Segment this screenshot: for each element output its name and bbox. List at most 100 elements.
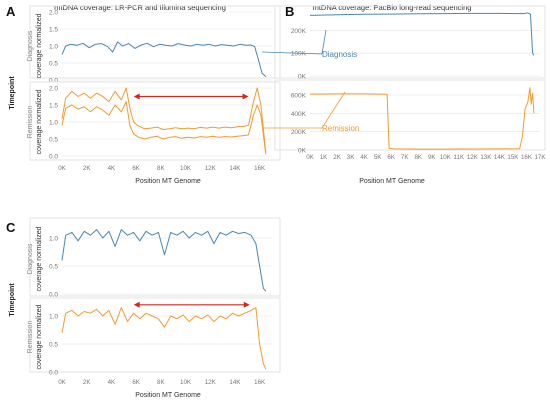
x-tick-label: 4K xyxy=(360,154,368,161)
remission-coverage-line xyxy=(309,87,535,150)
diagnosis-coverage-line xyxy=(61,41,267,77)
x-tick-label: 2K xyxy=(83,165,91,172)
y-tick-label: 200K xyxy=(291,129,307,136)
x-tick-label: 16K xyxy=(521,154,533,161)
callout-remission: Remission xyxy=(322,124,359,133)
facet-frame xyxy=(274,79,546,151)
arrow-head-left xyxy=(133,301,140,308)
x-tick-label: 11K xyxy=(454,154,465,161)
y-tick-label: 0.0 xyxy=(49,370,58,377)
chart-title: mtDNA coverage: LR-PCR and Illumina sequ… xyxy=(54,3,226,12)
y-axis-label: coverage normalized xyxy=(36,13,43,78)
y-tick-label: 0.5 xyxy=(49,342,58,349)
y-tick-label: 0.0 xyxy=(49,154,58,161)
x-tick-label: 12K xyxy=(467,154,479,161)
x-tick-label: 6K xyxy=(132,165,140,172)
y-tick-label: 100K xyxy=(291,51,307,58)
x-tick-label: 16K xyxy=(254,379,266,386)
x-tick-label: 6K xyxy=(387,154,395,161)
y-tick-label: 0K xyxy=(298,74,307,81)
arrow-head-right xyxy=(242,93,249,100)
y-axis-label: coverage normalized xyxy=(36,89,43,154)
y-tick-label: 400K xyxy=(291,111,307,118)
x-tick-label: 16K xyxy=(254,165,266,172)
x-tick-label: 2K xyxy=(83,379,91,386)
remission-coverage-line xyxy=(61,87,267,153)
x-tick-label: 12K xyxy=(205,165,217,172)
y-tick-label: 600K xyxy=(291,93,307,100)
x-tick-label: 7K xyxy=(401,154,409,161)
x-axis-label: Position MT Genome xyxy=(135,178,201,185)
panel-letter: B xyxy=(285,4,294,19)
chart-title: mtDNA coverage: PacBio long-read sequenc… xyxy=(313,3,472,12)
facet-frame xyxy=(29,5,281,79)
callout-leader-remission-up xyxy=(321,91,346,129)
y-tick-label: 0.0 xyxy=(49,292,58,299)
x-tick-label: 10K xyxy=(180,379,192,386)
x-tick-label: 4K xyxy=(108,379,116,386)
panel-letter: A xyxy=(6,4,16,19)
x-tick-label: 14K xyxy=(229,165,241,172)
x-tick-label: 15K xyxy=(507,154,519,161)
x-tick-label: 8K xyxy=(414,154,422,161)
x-tick-label: 5K xyxy=(374,154,382,161)
x-tick-label: 2K xyxy=(333,154,341,161)
y-tick-label: 0.5 xyxy=(49,264,58,271)
y-tick-label: 2.0 xyxy=(49,10,58,17)
x-axis-label: Position MT Genome xyxy=(135,392,201,399)
x-tick-label: 6K xyxy=(132,379,140,386)
x-tick-label: 3K xyxy=(347,154,355,161)
remission-coverage-line xyxy=(61,307,267,370)
x-tick-label: 10K xyxy=(180,165,192,172)
x-tick-label: 9K xyxy=(428,154,436,161)
x-tick-label: 8K xyxy=(157,165,165,172)
y-tick-label: 1.0 xyxy=(49,236,58,243)
x-tick-label: 0K xyxy=(306,154,314,161)
diagnosis-coverage-line xyxy=(61,229,267,292)
x-tick-label: 14K xyxy=(229,379,241,386)
x-axis-label: Position MT Genome xyxy=(359,178,425,185)
x-tick-label: 12K xyxy=(205,379,217,386)
facet-frame xyxy=(274,5,546,79)
arrow-head-left xyxy=(133,93,140,100)
facet-label: Diagnosis xyxy=(27,243,34,274)
y-tick-label: 0K xyxy=(298,148,307,155)
y-tick-label: 0.5 xyxy=(49,137,58,144)
x-tick-label: 17K xyxy=(534,154,546,161)
y-tick-label: 1.0 xyxy=(49,120,58,127)
timepoint-label: Timepoint xyxy=(9,76,16,110)
remission-coverage-line xyxy=(61,101,267,155)
y-tick-label: 0.5 xyxy=(49,61,58,68)
y-axis-label: coverage normalized xyxy=(36,226,43,291)
facet-label: Diagnosis xyxy=(27,30,34,61)
arrow-head-right xyxy=(243,301,250,308)
x-tick-label: 14K xyxy=(494,154,506,161)
x-tick-label: 10K xyxy=(440,154,452,161)
diagnosis-coverage-line xyxy=(309,12,535,56)
y-axis-label: coverage normalized xyxy=(36,304,43,369)
facet-frame xyxy=(29,217,281,297)
facet-frame xyxy=(29,297,281,373)
y-tick-label: 0.0 xyxy=(49,78,58,85)
timepoint-label: Timepoint xyxy=(9,283,16,317)
panel-letter: C xyxy=(6,220,16,235)
x-tick-label: 4K xyxy=(108,165,116,172)
y-tick-label: 1.5 xyxy=(49,27,58,34)
x-tick-label: 8K xyxy=(157,379,165,386)
facet-label: Remission xyxy=(27,106,34,139)
facet-label: Remission xyxy=(27,321,34,354)
facet-frame xyxy=(29,81,281,161)
x-tick-label: 13K xyxy=(480,154,492,161)
x-tick-label: 0K xyxy=(58,379,66,386)
callout-leader-diagnosis-up xyxy=(321,29,327,55)
x-tick-label: 0K xyxy=(58,165,66,172)
y-tick-label: 1.0 xyxy=(49,44,58,51)
callout-diagnosis: Diagnosis xyxy=(322,50,357,59)
y-tick-label: 200K xyxy=(291,28,307,35)
y-tick-label: 1.0 xyxy=(49,314,58,321)
y-tick-label: 2.0 xyxy=(49,86,58,93)
y-tick-label: 1.5 xyxy=(49,103,58,110)
x-tick-label: 1K xyxy=(320,154,328,161)
callout-leader-diagnosis xyxy=(261,51,323,55)
